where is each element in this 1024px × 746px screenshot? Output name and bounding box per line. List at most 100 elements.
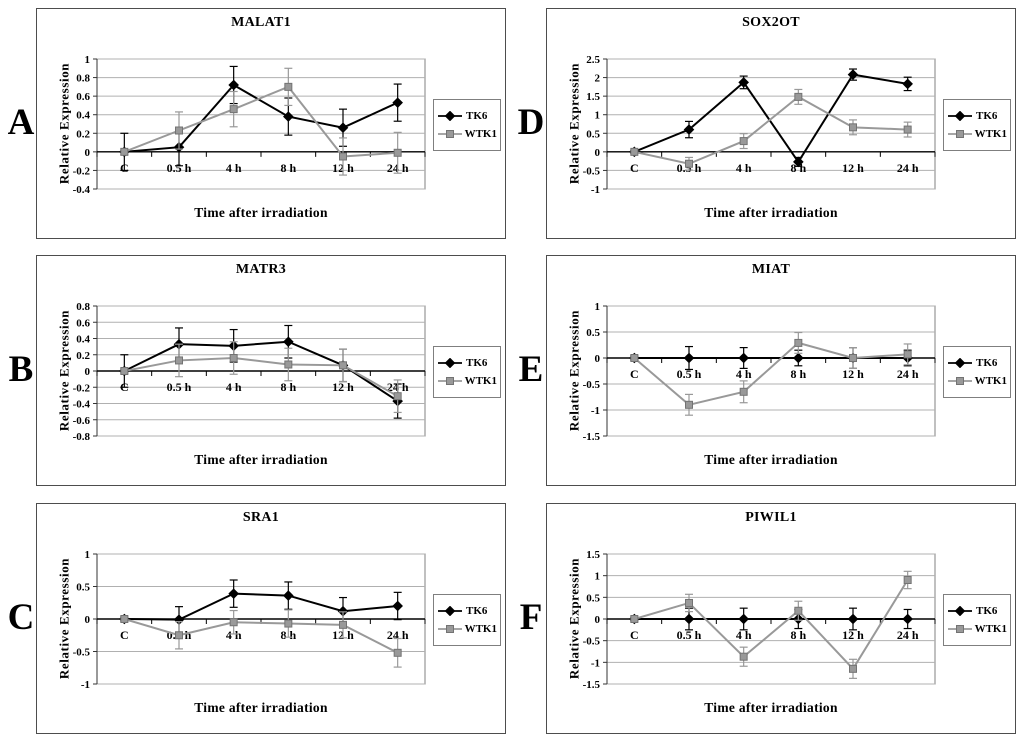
legend-label-wtk1: WTK1 <box>464 127 497 140</box>
chart-title-C: SRA1 <box>242 510 280 525</box>
svg-text:0.5: 0.5 <box>76 582 90 594</box>
panel-letter-C: C <box>7 597 35 638</box>
y-axis-title-D: Relative Expression <box>566 62 582 185</box>
series-WTK1 <box>630 88 912 171</box>
chart-canvas-B: -0.8-0.6-0.4-0.200.20.40.60.8C0.5 h4 h8 … <box>73 301 426 443</box>
series-WTK1 <box>120 341 402 414</box>
svg-text:-0.5: -0.5 <box>583 379 601 391</box>
panel-B: MATR3 -0.8-0.6-0.4-0.200.20.40.60.8C0.5 … <box>36 255 506 486</box>
svg-text:8 h: 8 h <box>790 367 806 381</box>
series-WTK1 <box>120 67 402 176</box>
panel-E: MIAT -1.5 -1 -0.5 0 0.5 1 C 0.5 h 4 h 8 h 12 h 24 h… <box>546 255 1016 486</box>
series-WTK1 <box>630 331 912 416</box>
svg-text:-0.5: -0.5 <box>73 647 91 659</box>
svg-text:0: 0 <box>85 366 91 378</box>
svg-text:0.5 h: 0.5 h <box>167 161 192 175</box>
tk6-diamond-marker-icon <box>438 358 462 368</box>
svg-text:-0.5: -0.5 <box>583 636 601 648</box>
svg-text:-0.8: -0.8 <box>73 431 91 443</box>
legend-label-wtk1: WTK1 <box>464 622 497 635</box>
svg-text:4 h: 4 h <box>226 161 242 175</box>
x-axis-title-C: Time after irradiation <box>194 700 328 715</box>
x-axis-title-A: Time after irradiation <box>194 205 328 220</box>
svg-text:24 h: 24 h <box>897 367 919 381</box>
chart-title-D: SOX2OT <box>742 15 800 30</box>
svg-text:1: 1 <box>85 54 91 66</box>
legend-item-wtk1: WTK1 <box>947 622 1007 635</box>
x-axis-title-F: Time after irradiation <box>704 700 838 715</box>
legend-item-wtk1: WTK1 <box>947 128 1007 140</box>
legend-label-tk6: TK6 <box>976 109 998 122</box>
panel-slot-E: E MIAT -1.5 -1 -0.5 0 0.5 1 C 0.5 h 4 h 8 h 12 h 24… <box>516 255 1022 486</box>
legend-label-tk6: TK6 <box>976 356 998 369</box>
chart-title-E: MIAT <box>751 262 791 277</box>
svg-text:24 h: 24 h <box>897 628 919 642</box>
svg-text:-1.5: -1.5 <box>583 679 601 691</box>
wtk1-square-marker-icon <box>438 377 462 385</box>
svg-text:8 h: 8 h <box>280 161 296 175</box>
svg-text:2: 2 <box>595 73 601 85</box>
legend-E: TK6 WTK1 <box>943 346 1011 398</box>
legend-item-wtk1: WTK1 <box>437 622 497 635</box>
svg-text:-0.2: -0.2 <box>73 382 91 394</box>
svg-text:12 h: 12 h <box>842 367 864 381</box>
svg-text:8 h: 8 h <box>790 161 806 175</box>
legend-label-wtk1: WTK1 <box>974 622 1007 635</box>
legend-label-wtk1: WTK1 <box>464 374 497 387</box>
svg-text:24 h: 24 h <box>897 161 919 175</box>
chart-title-F: PIWIL1 <box>745 510 797 525</box>
x-axis-title-E: Time after irradiation <box>704 452 838 467</box>
legend-item-tk6: TK6 <box>947 605 1007 617</box>
tk6-diamond-marker-icon <box>948 111 972 121</box>
x-axis-title-B: Time after irradiation <box>194 452 328 467</box>
legend-item-wtk1: WTK1 <box>437 127 497 140</box>
svg-text:8 h: 8 h <box>790 628 806 642</box>
y-axis-title-B: Relative Expression <box>56 309 72 432</box>
svg-text:0: 0 <box>595 353 601 365</box>
svg-text:1: 1 <box>595 110 601 122</box>
svg-text:0.2: 0.2 <box>76 128 90 140</box>
panel-F: PIWIL1 -1.5 -1 -0.5 0 0.5 1 1.5 C 0.5 h 4 h 8 h 12 … <box>546 503 1016 734</box>
chart-title-A: MALAT1 <box>231 15 291 30</box>
legend-item-tk6: TK6 <box>947 356 1007 369</box>
svg-text:0.5 h: 0.5 h <box>167 380 192 394</box>
panel-letter-F: F <box>519 597 543 638</box>
legend-item-tk6: TK6 <box>947 109 1007 122</box>
svg-text:-1: -1 <box>591 184 600 196</box>
gridlines: -1.5 -1 -0.5 0 0.5 1 1.5 <box>583 549 935 691</box>
svg-text:-0.4: -0.4 <box>73 184 91 196</box>
svg-text:-0.4: -0.4 <box>73 399 91 411</box>
svg-text:0.5 h: 0.5 h <box>677 367 702 381</box>
svg-text:4 h: 4 h <box>736 367 752 381</box>
svg-text:1.5: 1.5 <box>586 549 600 561</box>
legend-item-tk6: TK6 <box>437 605 497 617</box>
svg-text:-1: -1 <box>591 657 600 669</box>
svg-text:0.5: 0.5 <box>586 592 600 604</box>
svg-text:24 h: 24 h <box>387 628 409 642</box>
svg-text:-0.6: -0.6 <box>73 415 91 427</box>
x-axis-title-D: Time after irradiation <box>704 205 838 220</box>
legend-item-tk6: TK6 <box>437 110 497 122</box>
wtk1-square-marker-icon <box>948 377 972 385</box>
svg-text:0.5 h: 0.5 h <box>677 628 702 642</box>
panel-slot-B: B MATR3 -0.8-0.6-0.4-0.200.20.40.60.8C0.… <box>6 255 512 486</box>
svg-text:4 h: 4 h <box>226 628 242 642</box>
panel-letter-D: D <box>517 102 545 143</box>
tk6-diamond-marker-icon <box>948 606 972 616</box>
svg-text:0: 0 <box>85 147 91 159</box>
svg-text:0.8: 0.8 <box>76 73 90 85</box>
chart-title-B: MATR3 <box>235 262 287 277</box>
y-axis-title-E: Relative Expression <box>566 309 582 432</box>
svg-text:0.8: 0.8 <box>76 301 90 313</box>
legend-C: TK6 WTK1 <box>433 594 501 646</box>
svg-text:0.6: 0.6 <box>76 91 90 103</box>
legend-item-wtk1: WTK1 <box>947 375 1007 387</box>
svg-text:12 h: 12 h <box>842 628 864 642</box>
wtk1-square-marker-icon <box>438 625 462 633</box>
legend-F: TK6 WTK1 <box>943 594 1011 646</box>
